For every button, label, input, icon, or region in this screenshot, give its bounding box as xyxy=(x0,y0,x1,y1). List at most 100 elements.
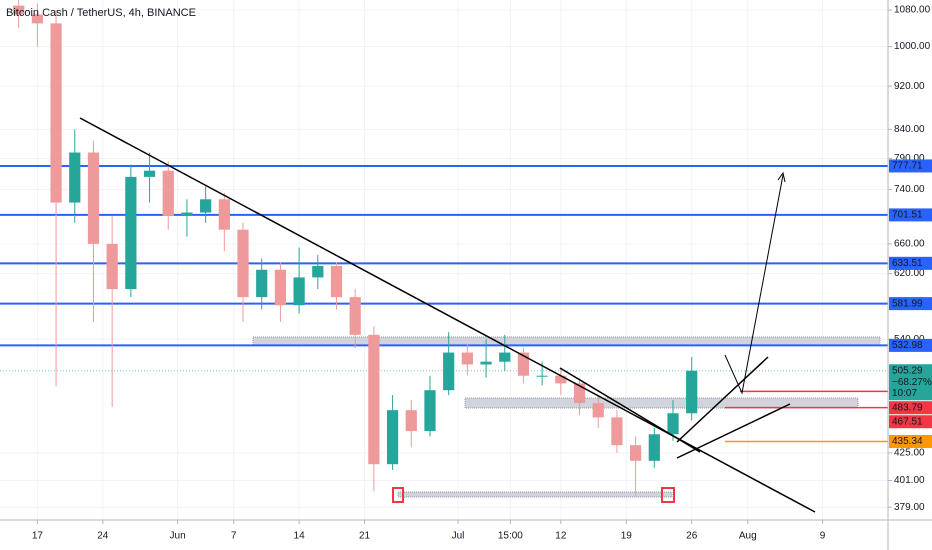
price-label: 532.98 xyxy=(892,340,923,351)
price-label-box xyxy=(889,297,932,311)
candle-body xyxy=(87,152,100,244)
candle-body xyxy=(200,199,212,213)
trendline xyxy=(79,117,816,513)
candle-body xyxy=(106,243,118,290)
x-tick-label: 14 xyxy=(294,531,306,542)
price-axis xyxy=(888,0,932,550)
projection-arrow xyxy=(724,174,784,395)
y-tick-label: 920.00 xyxy=(894,81,925,92)
price-label: 777.71 xyxy=(892,161,923,172)
candle-body xyxy=(573,383,586,404)
candle-body xyxy=(31,14,43,24)
arrow-head xyxy=(777,171,786,183)
candle-body xyxy=(461,352,473,365)
candle-body xyxy=(349,297,361,335)
candle-body xyxy=(630,445,642,461)
chart-title: Bitcoin Cash / TetherUS, 4h, BINANCE xyxy=(6,7,196,19)
candle-body xyxy=(611,417,623,446)
grid xyxy=(0,0,888,520)
candle-body xyxy=(555,375,567,384)
drawings xyxy=(79,117,816,513)
x-tick-label: 26 xyxy=(686,531,698,542)
price-label-box xyxy=(889,256,932,270)
price-label-box xyxy=(889,364,932,401)
candle-body xyxy=(162,170,174,216)
price-label: 467.51 xyxy=(892,416,923,427)
candle-body xyxy=(13,5,25,15)
price-label-box xyxy=(889,159,932,173)
price-lines xyxy=(0,164,888,443)
candle-body xyxy=(218,199,230,230)
x-tick-label: Jul xyxy=(452,531,465,542)
price-label: 701.51 xyxy=(892,210,923,221)
y-tick-label: 1080.00 xyxy=(894,5,931,16)
price-label: 483.79 xyxy=(892,402,923,413)
price-label-box xyxy=(889,434,932,448)
candle-body xyxy=(50,23,62,203)
candle-body xyxy=(330,265,343,298)
candle-body xyxy=(499,352,511,362)
candle-body xyxy=(274,269,287,306)
y-tick-label: 425.00 xyxy=(894,448,925,459)
price-label: 581.99 xyxy=(892,298,923,309)
price-label-box xyxy=(889,401,932,415)
x-tick-label: 21 xyxy=(359,531,371,542)
price-label-box xyxy=(889,208,932,222)
x-tick-label: 9 xyxy=(820,531,826,542)
candle-body xyxy=(536,375,548,377)
candles xyxy=(13,0,698,497)
y-tick-label: 620.00 xyxy=(894,268,925,279)
x-tick-label: 7 xyxy=(231,531,237,542)
candle-body xyxy=(237,229,249,298)
candle-body xyxy=(386,410,399,465)
marker-box xyxy=(661,487,675,503)
x-tick-label: 17 xyxy=(32,531,44,542)
candle-body xyxy=(405,410,417,432)
y-tick-label: 401.00 xyxy=(894,475,925,486)
price-label: 505.29 xyxy=(892,365,923,376)
countdown: 10:07 xyxy=(892,388,917,399)
candle-body xyxy=(480,361,492,365)
candle-body xyxy=(443,352,455,391)
axes: 1080.00 1000.00 920.00 840.00 790.00 740.00 66… xyxy=(32,5,932,542)
candle-body xyxy=(312,265,324,278)
price-label: 435.34 xyxy=(892,436,923,447)
y-tick-label: 660.00 xyxy=(894,239,925,250)
change-label: −68.27% xyxy=(892,377,932,388)
candle-body xyxy=(648,434,660,461)
marker-box xyxy=(392,487,404,503)
y-tick-label: 790.00 xyxy=(894,153,925,164)
candle-body xyxy=(517,352,530,376)
y-tick-label: 740.00 xyxy=(894,184,925,195)
candle-body xyxy=(143,170,156,177)
candle-body xyxy=(69,152,81,203)
candle-body xyxy=(181,212,193,216)
trendline xyxy=(559,367,701,453)
x-tick-label: 12 xyxy=(555,531,567,542)
candle-body xyxy=(592,403,604,418)
candle-body xyxy=(256,269,268,298)
y-tick-label: 379.00 xyxy=(894,502,925,513)
candle-body xyxy=(125,176,137,290)
candle-body xyxy=(424,390,436,432)
x-tick-label: 24 xyxy=(97,531,109,542)
zone xyxy=(252,336,881,346)
time-axis xyxy=(0,520,932,550)
x-tick-label: 19 xyxy=(621,531,633,542)
price-label: 633.51 xyxy=(892,258,923,269)
x-tick-label: Aug xyxy=(739,531,757,542)
trendline xyxy=(676,356,769,443)
trendline xyxy=(676,403,791,459)
y-tick-label: 1000.00 xyxy=(894,41,931,52)
zone xyxy=(464,397,859,409)
zone xyxy=(397,491,673,498)
price-label-box xyxy=(889,415,932,429)
candle-body xyxy=(368,334,380,465)
candle-body xyxy=(293,277,305,306)
x-tick-label: Jun xyxy=(170,531,186,542)
y-tick-label: 840.00 xyxy=(894,124,925,135)
price-label-box xyxy=(889,338,932,352)
x-tick-label: 15:00 xyxy=(498,531,523,542)
